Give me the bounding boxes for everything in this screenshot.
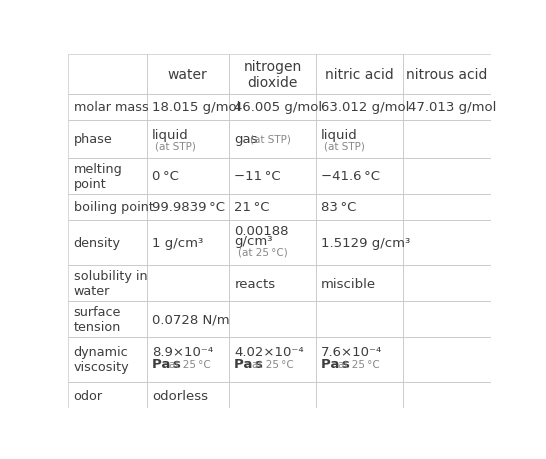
Bar: [68, 121, 146, 158]
Bar: [229, 95, 316, 121]
Bar: [316, 337, 402, 382]
Bar: [316, 158, 402, 194]
Text: at 25 °C: at 25 °C: [169, 359, 211, 369]
Bar: [316, 382, 402, 409]
Bar: [68, 95, 146, 121]
Text: 46.005 g/mol: 46.005 g/mol: [234, 101, 323, 114]
Text: 21 °C: 21 °C: [234, 201, 270, 214]
Bar: [402, 266, 491, 302]
Text: 47.013 g/mol: 47.013 g/mol: [408, 101, 496, 114]
Bar: [68, 220, 146, 266]
Text: water: water: [168, 68, 207, 82]
Text: boiling point: boiling point: [74, 201, 153, 214]
Bar: [316, 220, 402, 266]
Bar: [229, 194, 316, 220]
Text: g/cm³: g/cm³: [234, 235, 273, 247]
Bar: [316, 121, 402, 158]
Bar: [402, 121, 491, 158]
Text: 8.9×10⁻⁴: 8.9×10⁻⁴: [152, 346, 213, 358]
Text: phase: phase: [74, 133, 112, 146]
Bar: [229, 382, 316, 409]
Bar: [402, 382, 491, 409]
Bar: [146, 302, 229, 337]
Text: 0 °C: 0 °C: [152, 170, 179, 183]
Text: nitric acid: nitric acid: [325, 68, 394, 82]
Bar: [402, 55, 491, 95]
Bar: [146, 337, 229, 382]
Bar: [402, 194, 491, 220]
Text: surface
tension: surface tension: [74, 305, 121, 333]
Text: Pa s: Pa s: [234, 358, 263, 370]
Bar: [402, 158, 491, 194]
Bar: [68, 194, 146, 220]
Bar: [402, 302, 491, 337]
Text: 7.6×10⁻⁴: 7.6×10⁻⁴: [321, 346, 382, 358]
Text: −41.6 °C: −41.6 °C: [321, 170, 380, 183]
Text: odorless: odorless: [152, 389, 208, 402]
Bar: [229, 266, 316, 302]
Text: density: density: [74, 236, 121, 250]
Bar: [402, 95, 491, 121]
Text: gas: gas: [234, 133, 258, 146]
Text: dynamic
viscosity: dynamic viscosity: [74, 346, 129, 374]
Bar: [68, 382, 146, 409]
Text: reacts: reacts: [234, 277, 276, 290]
Text: 1 g/cm³: 1 g/cm³: [152, 236, 203, 250]
Bar: [68, 158, 146, 194]
Text: at 25 °C: at 25 °C: [339, 359, 380, 369]
Text: 0.0728 N/m: 0.0728 N/m: [152, 313, 229, 326]
Text: 18.015 g/mol: 18.015 g/mol: [152, 101, 240, 114]
Text: liquid: liquid: [321, 129, 358, 141]
Bar: [146, 95, 229, 121]
Text: molar mass: molar mass: [74, 101, 149, 114]
Bar: [68, 266, 146, 302]
Text: −11 °C: −11 °C: [234, 170, 281, 183]
Text: 1.5129 g/cm³: 1.5129 g/cm³: [321, 236, 411, 250]
Text: 63.012 g/mol: 63.012 g/mol: [321, 101, 410, 114]
Text: nitrous acid: nitrous acid: [406, 68, 488, 82]
Bar: [229, 302, 316, 337]
Bar: [146, 121, 229, 158]
Bar: [316, 55, 402, 95]
Bar: [68, 302, 146, 337]
Bar: [68, 55, 146, 95]
Text: (at 25 °C): (at 25 °C): [238, 247, 287, 257]
Bar: [316, 95, 402, 121]
Text: 0.00188: 0.00188: [234, 224, 289, 237]
Bar: [146, 382, 229, 409]
Text: (at STP): (at STP): [155, 141, 196, 151]
Text: liquid: liquid: [152, 129, 189, 141]
Bar: [146, 55, 229, 95]
Text: (at STP): (at STP): [250, 134, 291, 145]
Text: miscible: miscible: [321, 277, 376, 290]
Bar: [146, 220, 229, 266]
Bar: [229, 158, 316, 194]
Bar: [316, 194, 402, 220]
Bar: [146, 266, 229, 302]
Text: melting
point: melting point: [74, 162, 122, 190]
Bar: [316, 266, 402, 302]
Bar: [146, 158, 229, 194]
Text: odor: odor: [74, 389, 103, 402]
Text: Pa s: Pa s: [152, 358, 181, 370]
Bar: [229, 55, 316, 95]
Text: (at STP): (at STP): [324, 141, 365, 151]
Text: Pa s: Pa s: [321, 358, 350, 370]
Bar: [402, 220, 491, 266]
Bar: [68, 337, 146, 382]
Text: at 25 °C: at 25 °C: [252, 359, 293, 369]
Bar: [146, 194, 229, 220]
Text: 99.9839 °C: 99.9839 °C: [152, 201, 225, 214]
Text: solubility in
water: solubility in water: [74, 269, 147, 297]
Bar: [402, 337, 491, 382]
Text: 4.02×10⁻⁴: 4.02×10⁻⁴: [234, 346, 304, 358]
Text: nitrogen
dioxide: nitrogen dioxide: [244, 60, 301, 90]
Bar: [229, 337, 316, 382]
Text: 83 °C: 83 °C: [321, 201, 357, 214]
Bar: [229, 121, 316, 158]
Bar: [316, 302, 402, 337]
Bar: [229, 220, 316, 266]
